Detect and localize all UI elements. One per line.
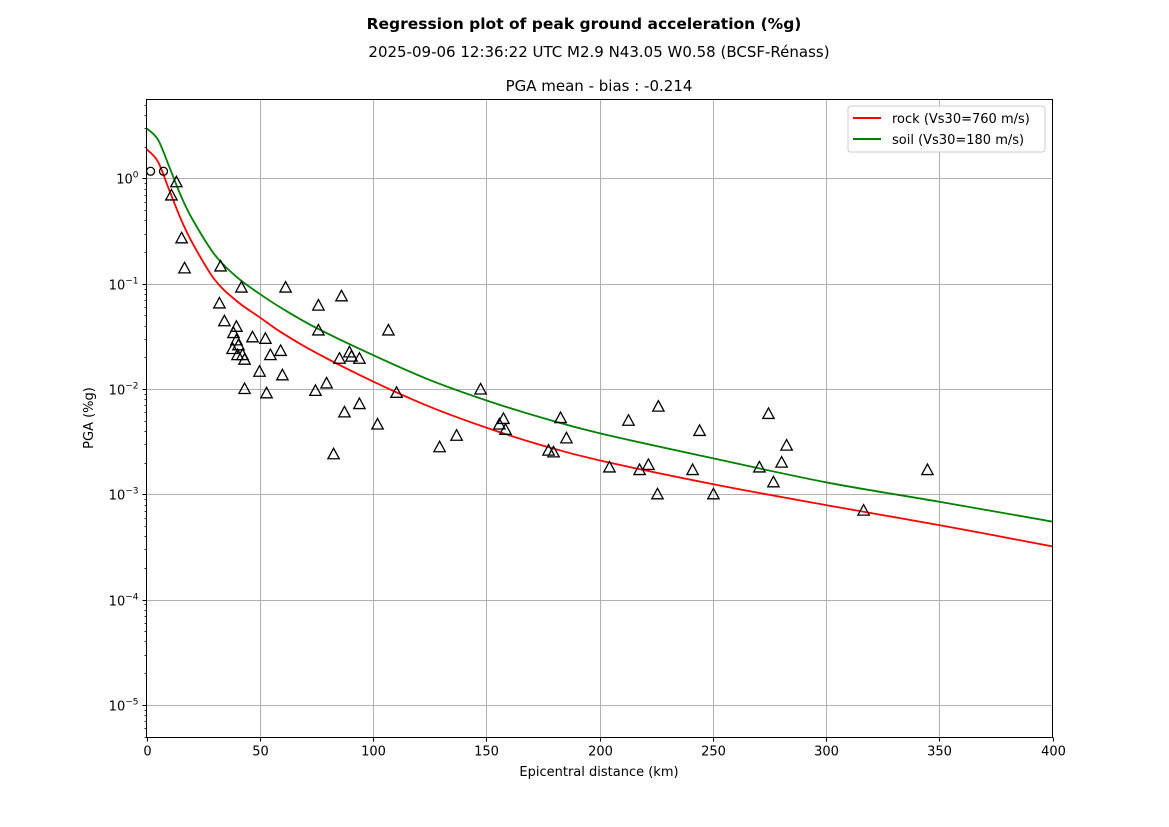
station-triangle-point [225,341,240,355]
station-triangle-point [212,296,227,309]
station-triangle-point [164,188,179,201]
x-tick-label: 150 [474,745,499,760]
station-triangle-point [761,406,776,420]
y-tick-label: 100 [116,171,139,188]
station-triangle-point [226,325,241,339]
station-triangle-point [263,347,278,361]
station-triangle-point [237,352,252,365]
station-triangle-point [337,405,352,418]
station-triangle-point [344,349,359,362]
x-tick-label: 400 [1041,745,1066,760]
station-circle-point [158,166,169,176]
data-points [146,166,935,516]
x-tick-label: 300 [814,745,839,760]
x-tick-label: 0 [143,745,151,760]
station-triangle-point [278,280,293,293]
station-triangle-point [553,410,568,424]
x-tick-label: 350 [927,745,952,760]
station-triangle-point [237,381,252,395]
station-triangle-point [856,503,871,516]
station-triangle-point [213,259,228,272]
station-triangle-point [602,460,617,473]
y-axis-ticks: 100 10−1 10−2 10−3 10−4 10−5 [109,105,147,738]
station-triangle-point [273,343,288,357]
x-axis-label: Epicentral distance (km) [519,765,678,780]
y-tick-label: 10−2 [109,382,139,399]
legend-box [847,105,1046,153]
station-triangle-point [275,367,290,381]
regression-lines [146,127,1052,548]
station-triangle-point [432,439,447,453]
station-triangle-point [766,474,781,488]
station-triangle-point [546,445,561,458]
station-triangle-point [311,298,326,311]
station-triangle-point [650,486,665,500]
station-triangle-point [229,319,244,332]
station-triangle-point [685,462,700,476]
y-tick-label: 10−4 [109,593,139,610]
station-triangle-point [259,385,274,399]
station-triangle-point [332,351,347,364]
station-triangle-point [217,313,232,327]
station-triangle-point [779,438,794,451]
station-triangle-point [352,351,367,364]
station-triangle-point [389,385,404,398]
station-triangle-point [169,174,184,188]
rock-regression-line [146,148,1052,548]
station-triangle-point [641,457,656,471]
station-triangle-point [381,323,396,336]
station-triangle-point [752,460,767,473]
station-triangle-point [449,428,464,441]
station-triangle-point [245,329,260,343]
station-triangle-point [920,462,935,476]
station-triangle-point [651,399,666,412]
station-triangle-point [559,430,574,444]
station-triangle-point [706,486,721,500]
x-tick-label: 250 [701,745,726,760]
chart-subtitle: 2025-09-06 12:36:22 UTC M2.9 N43.05 W0.5… [368,43,829,61]
station-triangle-point [370,417,385,430]
station-triangle-point [473,382,488,395]
axes-title: PGA mean - bias : -0.214 [506,77,693,95]
x-axis-ticks: 0 50 100 150 200 250 300 350 400 [143,737,1066,760]
station-triangle-point [334,288,349,302]
x-tick-label: 200 [588,745,613,760]
x-tick-label: 100 [361,745,386,760]
y-axis-label: PGA (%g) [82,387,97,449]
station-triangle-point [308,383,323,397]
y-tick-label: 10−5 [109,698,139,715]
y-tick-label: 10−1 [109,277,139,294]
plot-frame [146,99,1053,738]
soil-regression-line [146,127,1052,523]
station-triangle-point [496,411,511,425]
station-triangle-point [692,423,707,437]
station-triangle-point [352,396,367,410]
legend: rock (Vs30=760 m/s) soil (Vs30=180 m/s) [847,105,1046,153]
station-triangle-point [234,280,249,293]
station-triangle-point [774,455,789,468]
legend-rock-label: rock (Vs30=760 m/s) [892,112,1030,127]
station-triangle-point [621,413,636,426]
station-triangle-point [319,376,334,389]
station-triangle-point [258,331,273,344]
legend-soil-label: soil (Vs30=180 m/s) [892,133,1024,148]
station-triangle-point [498,422,513,435]
chart-title: Regression plot of peak ground accelerat… [367,15,802,33]
x-tick-label: 50 [252,745,269,760]
station-triangle-point [174,230,189,244]
y-tick-label: 10−3 [109,487,139,504]
station-triangle-point [311,323,326,336]
station-triangle-point [252,364,267,377]
station-triangle-point [326,446,341,460]
station-triangle-point [177,260,192,274]
